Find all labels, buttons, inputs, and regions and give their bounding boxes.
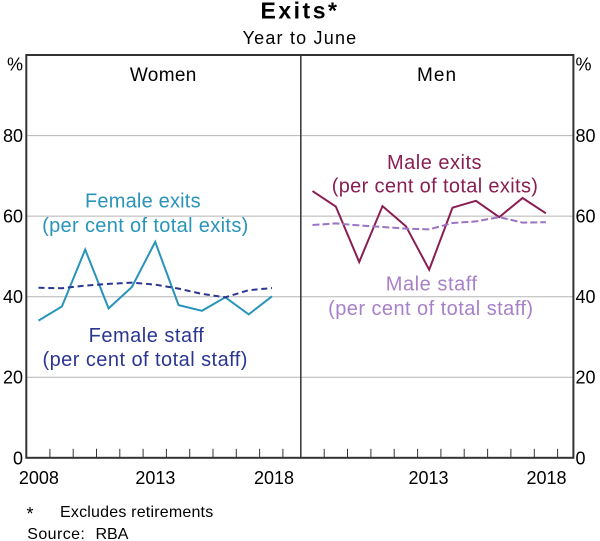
svg-text:2018: 2018 bbox=[526, 468, 566, 488]
svg-text:*: * bbox=[27, 504, 34, 524]
svg-text:Excludes retirements: Excludes retirements bbox=[60, 504, 213, 521]
svg-text:(per cent of total staff): (per cent of total staff) bbox=[42, 349, 247, 371]
svg-text:2018: 2018 bbox=[254, 468, 294, 488]
svg-text:60: 60 bbox=[3, 207, 23, 227]
svg-text:0: 0 bbox=[576, 448, 586, 468]
svg-text:%: % bbox=[576, 55, 592, 75]
svg-text:40: 40 bbox=[576, 287, 596, 307]
svg-text:Female exits: Female exits bbox=[85, 191, 201, 213]
svg-text:(per cent of total exits): (per cent of total exits) bbox=[42, 215, 249, 237]
svg-text:40: 40 bbox=[3, 287, 23, 307]
svg-text:%: % bbox=[7, 55, 23, 75]
svg-text:Male staff: Male staff bbox=[386, 273, 478, 295]
svg-text:Female staff: Female staff bbox=[89, 325, 205, 347]
svg-text:Exits*: Exits* bbox=[261, 0, 340, 24]
svg-text:(per cent of total staff): (per cent of total staff) bbox=[328, 298, 533, 320]
svg-text:Year to June: Year to June bbox=[243, 28, 358, 48]
svg-text:(per cent of total exits): (per cent of total exits) bbox=[332, 176, 539, 198]
svg-text:80: 80 bbox=[576, 126, 596, 146]
svg-text:Men: Men bbox=[417, 65, 457, 86]
svg-text:Source:: Source: bbox=[27, 526, 85, 541]
svg-text:Women: Women bbox=[130, 65, 197, 86]
svg-text:2008: 2008 bbox=[19, 468, 59, 488]
svg-text:2013: 2013 bbox=[408, 468, 448, 488]
svg-text:20: 20 bbox=[3, 368, 23, 388]
svg-text:80: 80 bbox=[3, 126, 23, 146]
svg-text:Male exits: Male exits bbox=[387, 152, 482, 174]
svg-text:20: 20 bbox=[576, 368, 596, 388]
svg-text:RBA: RBA bbox=[96, 526, 129, 541]
svg-text:0: 0 bbox=[13, 448, 23, 468]
svg-text:60: 60 bbox=[576, 207, 596, 227]
svg-text:2013: 2013 bbox=[135, 468, 175, 488]
